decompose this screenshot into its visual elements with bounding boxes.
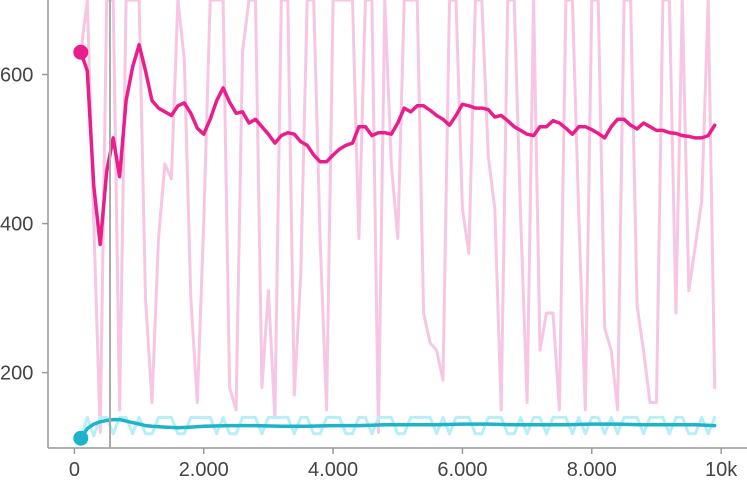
smoothed-series-line-0 — [79, 42, 717, 247]
x-tick-label: 2.000 — [179, 459, 229, 477]
tick-labels: 200 400 600 0 2.000 4.000 6.000 8.000 10k — [0, 65, 738, 481]
y-tick-label: 200 — [0, 363, 33, 385]
series-start-marker-2 — [73, 430, 89, 446]
series-start-marker-0 — [73, 44, 89, 60]
x-tick-label: 0 — [69, 459, 80, 477]
plot-series — [79, 0, 717, 440]
x-tick-label: 6.000 — [437, 459, 487, 477]
x-tick-label: 4.000 — [308, 459, 358, 477]
x-tick-label: 8.000 — [567, 459, 617, 477]
y-tick-label: 600 — [0, 65, 33, 87]
raw-series-line-1 — [79, 0, 717, 434]
series-start-markers — [73, 44, 89, 446]
smoothed-series-line-2 — [79, 417, 717, 440]
y-tick-label: 400 — [0, 214, 33, 236]
x-tick-label: 10k — [705, 459, 738, 477]
